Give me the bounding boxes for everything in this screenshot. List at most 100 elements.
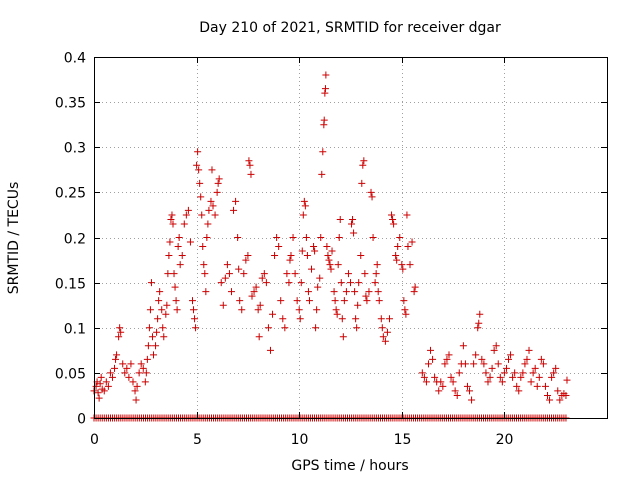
data-point bbox=[195, 166, 203, 174]
data-point bbox=[367, 188, 375, 196]
data-point bbox=[211, 211, 219, 219]
y-tick-labels: 0 0.05 0.1 0.15 0.2 0.25 0.3 0.35 0.4 bbox=[55, 51, 86, 428]
data-point bbox=[319, 148, 327, 156]
data-point bbox=[406, 261, 414, 269]
data-point bbox=[281, 324, 289, 332]
data-point bbox=[172, 297, 180, 305]
data-point bbox=[535, 373, 543, 381]
data-point bbox=[325, 256, 333, 264]
data-point bbox=[326, 261, 334, 269]
data-point bbox=[273, 234, 281, 241]
data-point bbox=[379, 333, 387, 341]
data-point bbox=[517, 373, 525, 381]
data-point bbox=[164, 270, 172, 278]
data-point bbox=[170, 270, 178, 278]
data-point bbox=[240, 270, 248, 278]
data-point bbox=[291, 270, 299, 278]
data-point bbox=[375, 297, 383, 305]
data-point bbox=[515, 387, 523, 395]
data-point bbox=[368, 193, 376, 201]
data-point bbox=[217, 279, 225, 287]
data-point bbox=[443, 355, 451, 363]
data-point bbox=[112, 355, 120, 363]
data-point bbox=[463, 382, 471, 390]
data-point bbox=[207, 197, 215, 205]
data-point bbox=[100, 387, 108, 395]
data-point bbox=[277, 297, 285, 305]
data-point bbox=[299, 211, 307, 219]
data-point bbox=[142, 369, 150, 377]
data-point bbox=[490, 346, 498, 354]
data-point bbox=[115, 333, 123, 341]
data-point bbox=[248, 292, 256, 300]
data-point bbox=[264, 324, 272, 332]
data-point bbox=[480, 360, 488, 368]
data-point bbox=[354, 301, 362, 309]
data-point bbox=[143, 355, 151, 363]
data-point bbox=[429, 355, 437, 363]
data-point bbox=[256, 301, 264, 309]
data-point bbox=[403, 211, 411, 219]
data-point bbox=[424, 360, 432, 368]
data-point bbox=[335, 234, 343, 241]
data-point bbox=[455, 369, 463, 377]
data-point bbox=[132, 396, 140, 404]
data-point bbox=[311, 247, 319, 255]
data-point bbox=[411, 283, 419, 291]
grid-lines bbox=[94, 57, 607, 418]
data-point bbox=[362, 292, 370, 300]
data-point bbox=[178, 252, 186, 260]
x-tick-label: 15 bbox=[394, 432, 412, 448]
y-tick-label: 0.1 bbox=[64, 322, 86, 338]
data-point bbox=[556, 396, 564, 404]
data-point bbox=[162, 310, 170, 318]
data-point bbox=[324, 252, 332, 260]
data-point bbox=[374, 288, 382, 296]
data-point bbox=[165, 252, 173, 260]
data-point bbox=[194, 148, 202, 156]
data-point bbox=[377, 315, 385, 323]
data-point bbox=[441, 360, 449, 368]
data-point bbox=[201, 270, 209, 278]
data-point bbox=[392, 252, 400, 260]
data-point bbox=[175, 234, 183, 241]
data-point bbox=[147, 279, 155, 287]
data-point bbox=[260, 270, 268, 278]
data-point bbox=[373, 261, 381, 269]
data-point bbox=[297, 279, 305, 287]
data-point bbox=[466, 387, 474, 395]
data-point bbox=[318, 170, 326, 178]
data-point bbox=[498, 378, 506, 386]
data-point bbox=[173, 306, 181, 314]
data-point bbox=[266, 346, 274, 354]
data-point bbox=[269, 310, 277, 318]
data-point bbox=[484, 378, 492, 386]
data-point bbox=[529, 369, 537, 377]
data-point bbox=[235, 265, 243, 273]
data-point bbox=[453, 391, 461, 399]
data-point bbox=[96, 380, 104, 388]
data-point bbox=[478, 355, 486, 363]
data-point bbox=[116, 324, 124, 332]
data-point bbox=[155, 297, 163, 305]
data-point bbox=[363, 297, 371, 305]
data-point bbox=[316, 274, 324, 282]
data-point bbox=[146, 306, 154, 314]
data-point bbox=[371, 279, 379, 287]
data-point bbox=[492, 342, 500, 350]
y-tick-label: 0.15 bbox=[55, 277, 86, 293]
data-point bbox=[488, 364, 496, 372]
data-point bbox=[214, 179, 222, 187]
data-point bbox=[321, 85, 329, 93]
data-point bbox=[160, 333, 168, 341]
data-point bbox=[113, 351, 121, 359]
x-tick-label: 5 bbox=[193, 432, 202, 448]
data-point bbox=[182, 211, 190, 219]
data-point bbox=[303, 252, 311, 260]
y-tick-label: 0.4 bbox=[64, 51, 86, 67]
data-point bbox=[339, 333, 347, 341]
data-point bbox=[145, 324, 153, 332]
data-point bbox=[209, 202, 217, 210]
data-point bbox=[133, 382, 141, 390]
data-point bbox=[334, 261, 342, 269]
